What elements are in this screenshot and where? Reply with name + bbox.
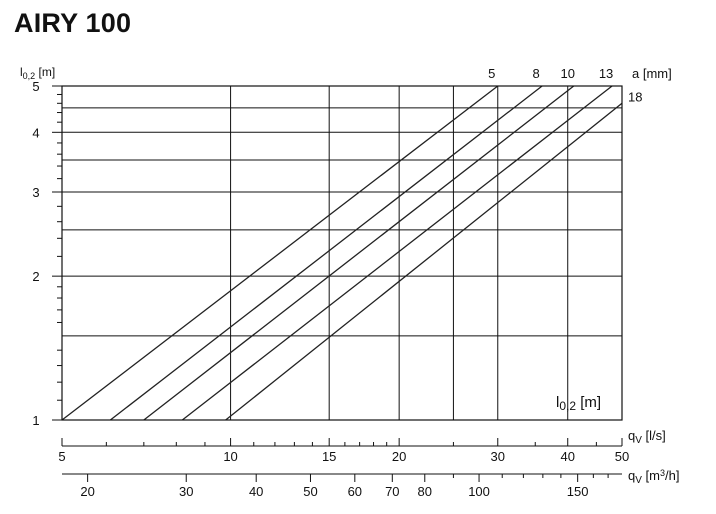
x-tick-label: 30: [491, 449, 505, 464]
grid: [62, 86, 622, 420]
series-line: [143, 85, 575, 421]
y-tick-label: 1: [32, 413, 39, 428]
y-tick-label: 2: [32, 269, 39, 284]
x-tick-label: 50: [615, 449, 629, 464]
series-label: 18: [628, 89, 642, 104]
x2-tick-label: 100: [468, 484, 490, 499]
series-line: [225, 102, 623, 421]
x2-tick-label: 30: [179, 484, 193, 499]
series-line: [181, 85, 613, 421]
x-tick-label: 40: [560, 449, 574, 464]
x2-tick-label: 60: [348, 484, 362, 499]
x2-tick-label: 20: [80, 484, 94, 499]
x-tick-label: 10: [223, 449, 237, 464]
series-unit-label: a [mm]: [632, 66, 672, 81]
x-tick-label: 15: [322, 449, 336, 464]
x2-tick-label: 50: [303, 484, 317, 499]
chart-title: AIRY 100: [14, 8, 132, 38]
series-label: 13: [599, 66, 613, 81]
x2-tick-label: 40: [249, 484, 263, 499]
x-axis-label: qV [l/s]: [628, 428, 666, 446]
series-label: 10: [561, 66, 575, 81]
x-tick-label: 5: [58, 449, 65, 464]
x2-tick-label: 70: [385, 484, 399, 499]
series-label: 5: [488, 66, 495, 81]
y-tick-label: 5: [32, 79, 39, 94]
series-line: [61, 85, 499, 421]
x2-tick-label: 150: [567, 484, 589, 499]
series-line: [109, 85, 543, 421]
y-tick-label: 3: [32, 185, 39, 200]
plot-frame: [61, 85, 623, 421]
x-tick-label: 20: [392, 449, 406, 464]
inner-axis-label: l0,2 [m]: [556, 394, 601, 413]
y-axis-label: l0,2 [m]: [20, 65, 55, 81]
series-lines: [61, 85, 623, 421]
x2-tick-label: 80: [418, 484, 432, 499]
series-label: 8: [532, 66, 539, 81]
y-tick-label: 4: [32, 125, 39, 140]
axes: 1 2 3 4 5 5 10 15 20 30 40 50 20 30 40 50 60 70 80 100 150: [32, 79, 629, 499]
plot-border: [61, 85, 623, 421]
x2-axis-label: qV [m3/h]: [628, 468, 679, 486]
